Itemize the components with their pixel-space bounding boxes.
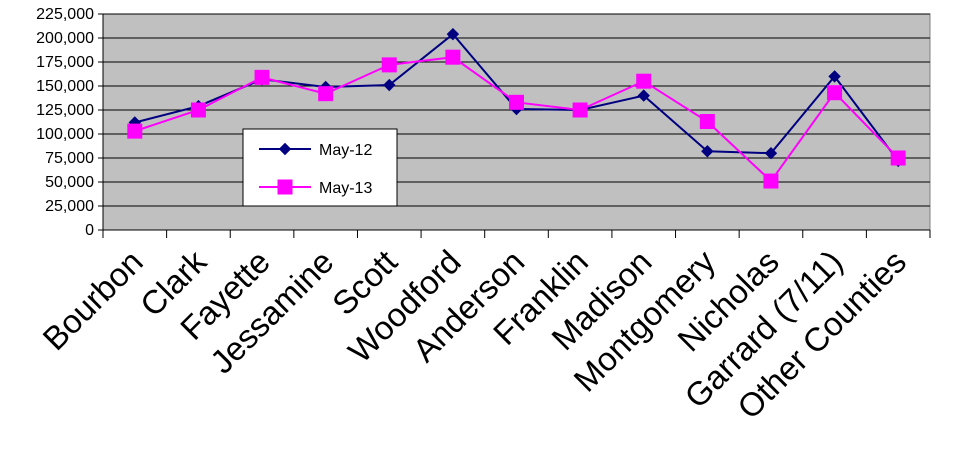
legend-label: May-13 bbox=[319, 180, 372, 197]
y-tick-label: 225,000 bbox=[36, 6, 94, 23]
y-tick-label: 200,000 bbox=[36, 30, 94, 47]
y-tick-label: 100,000 bbox=[36, 126, 94, 143]
data-point bbox=[381, 57, 397, 73]
data-point bbox=[763, 173, 779, 189]
data-point bbox=[446, 27, 460, 41]
data-point bbox=[572, 102, 588, 118]
data-point bbox=[637, 89, 650, 102]
plot-area bbox=[102, 13, 931, 231]
legend: May-12 May-13 bbox=[242, 128, 398, 207]
axes bbox=[102, 14, 930, 231]
x-tick-label: Bourbon bbox=[35, 243, 149, 357]
data-point bbox=[190, 102, 206, 118]
data-point bbox=[890, 150, 906, 166]
data-point bbox=[318, 86, 334, 102]
data-point bbox=[254, 69, 270, 85]
y-tick-label: 0 bbox=[85, 222, 94, 239]
legend-item: May-12 bbox=[259, 142, 372, 159]
series-2 bbox=[127, 49, 906, 189]
legend-marker bbox=[277, 179, 293, 195]
data-point bbox=[636, 73, 652, 89]
y-tick-label: 175,000 bbox=[36, 54, 94, 71]
series-group bbox=[127, 27, 906, 189]
x-axis-ticks: BourbonClarkFayetteJessamineScottWoodfor… bbox=[35, 230, 931, 426]
legend-box bbox=[242, 128, 398, 207]
data-point bbox=[509, 94, 524, 110]
legend-item: May-13 bbox=[259, 179, 372, 197]
y-tick-label: 125,000 bbox=[36, 102, 94, 119]
data-point bbox=[383, 78, 396, 92]
legend-label: May-12 bbox=[319, 142, 372, 159]
data-point bbox=[827, 85, 843, 101]
y-tick-label: 25,000 bbox=[45, 198, 94, 215]
y-axis-ticks: 0 25,000 50,000 75,000 100,000 125,000 150,000… bbox=[36, 6, 103, 239]
data-point bbox=[701, 145, 714, 158]
legend-marker bbox=[278, 142, 292, 156]
y-tick-label: 50,000 bbox=[45, 174, 94, 191]
y-tick-label: 150,000 bbox=[36, 78, 94, 95]
data-point bbox=[127, 123, 143, 139]
y-tick-label: 75,000 bbox=[45, 150, 94, 167]
data-point bbox=[764, 146, 778, 160]
data-point bbox=[828, 70, 841, 83]
data-point bbox=[699, 114, 715, 130]
data-point bbox=[445, 49, 461, 65]
